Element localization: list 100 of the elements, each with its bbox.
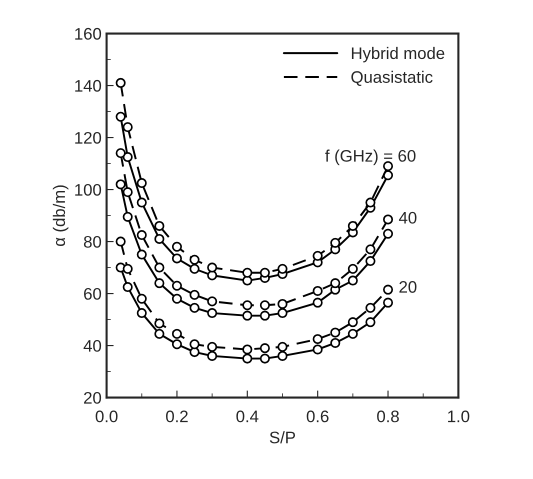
point: [154, 328, 164, 339]
annotation: f (GHz) = 60: [325, 150, 416, 166]
point: [365, 317, 376, 328]
point: [383, 298, 394, 308]
point: [242, 344, 252, 354]
point: [154, 318, 164, 328]
legend-label: Quasistatic: [351, 70, 433, 86]
point: [277, 350, 288, 361]
point: [190, 290, 200, 300]
y-tick-label: 140: [75, 80, 102, 92]
point: [312, 250, 323, 261]
point: [122, 264, 133, 274]
point: [154, 220, 164, 231]
annotation: 40: [398, 212, 416, 224]
point: [122, 212, 133, 222]
point: [136, 250, 147, 260]
point: [122, 187, 133, 198]
point: [136, 308, 147, 318]
x-tick-label: 0.2: [166, 410, 188, 422]
point: [207, 308, 218, 318]
point: [154, 278, 164, 288]
y-tick-label: 80: [84, 236, 102, 248]
point: [172, 339, 182, 350]
x-tick-label: 0.6: [306, 410, 329, 422]
point: [190, 302, 200, 313]
point: [172, 328, 182, 339]
point: [116, 78, 126, 88]
point: [348, 328, 358, 339]
y-tick-label: 20: [84, 392, 102, 404]
point: [260, 300, 270, 310]
annotation: 20: [399, 281, 416, 293]
point: [277, 308, 288, 318]
legend-label: Hybrid mode: [352, 46, 444, 62]
point: [136, 198, 147, 208]
point: [136, 230, 147, 240]
point: [260, 343, 270, 354]
point: [190, 347, 200, 358]
point: [207, 350, 218, 361]
point: [154, 234, 164, 244]
x-tick-label: 0.4: [236, 410, 258, 422]
point: [312, 344, 323, 354]
point: [207, 342, 218, 352]
point: [277, 264, 288, 274]
point: [260, 268, 270, 278]
point: [172, 242, 182, 252]
point: [365, 256, 376, 266]
point: [242, 268, 252, 278]
point: [348, 317, 358, 328]
y-axis-title: α (db/m): [52, 185, 68, 246]
point: [122, 282, 133, 292]
point: [207, 296, 218, 306]
point: [312, 286, 323, 296]
point: [312, 334, 323, 344]
point: [365, 198, 376, 208]
point: [207, 262, 218, 273]
y-tick-label: 100: [75, 184, 102, 196]
point: [122, 152, 133, 162]
point: [383, 228, 394, 239]
point: [190, 264, 200, 274]
point: [190, 254, 200, 265]
point: [277, 298, 288, 309]
point: [330, 238, 340, 248]
point: [365, 244, 376, 254]
x-tick-label: 1.0: [448, 410, 470, 422]
point: [383, 284, 394, 295]
point: [383, 214, 394, 224]
point: [330, 328, 340, 338]
point: [242, 354, 252, 364]
point: [330, 278, 340, 288]
point: [136, 294, 147, 304]
point: [383, 161, 394, 172]
point: [260, 310, 270, 321]
point: [260, 354, 270, 364]
point: [348, 220, 358, 231]
point: [365, 302, 376, 313]
y-tick-label: 60: [84, 288, 102, 300]
y-tick-label: 40: [84, 340, 102, 352]
x-tick-label: 0.0: [96, 410, 118, 422]
point: [116, 179, 126, 190]
point: [207, 270, 218, 280]
point: [348, 264, 358, 274]
point: [172, 294, 182, 304]
point: [122, 122, 133, 132]
point: [172, 280, 182, 291]
point: [116, 148, 126, 158]
point: [116, 112, 126, 122]
point: [242, 310, 252, 321]
point: [116, 236, 126, 247]
point: [190, 339, 200, 350]
point: [277, 342, 288, 352]
point: [242, 276, 252, 286]
point: [154, 262, 164, 273]
point: [172, 253, 182, 264]
x-axis-title: S/P: [270, 431, 296, 444]
y-tick-label: 160: [75, 28, 102, 40]
x-tick-label: 0.8: [377, 410, 399, 422]
point: [242, 300, 252, 310]
point: [136, 178, 147, 188]
y-tick-label: 120: [75, 132, 102, 144]
point: [330, 338, 340, 348]
